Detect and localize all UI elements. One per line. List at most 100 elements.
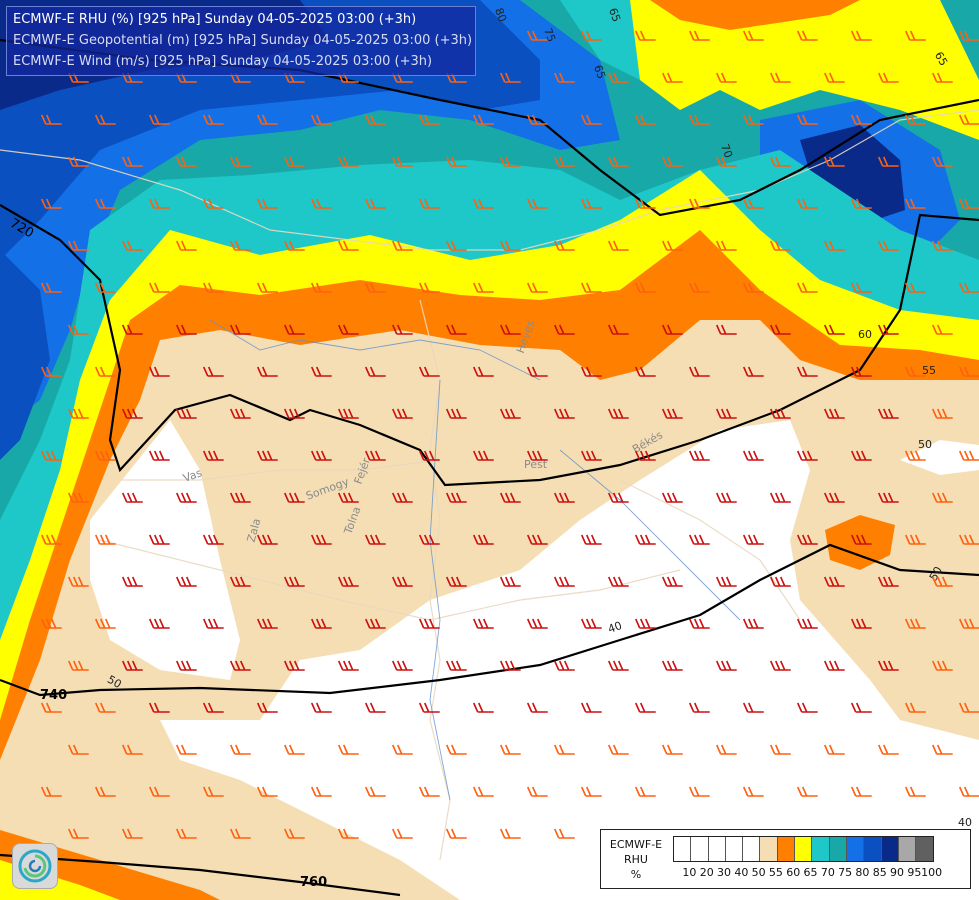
legend-tick-label: 60: [786, 866, 801, 879]
wind-barb: [67, 408, 89, 419]
wind-barb: [175, 408, 197, 419]
wind-barb: [580, 534, 602, 545]
legend-swatch: [760, 837, 778, 861]
wind-barb: [391, 240, 413, 251]
legend-title-line: RHU: [624, 853, 648, 866]
wind-barb: [283, 744, 305, 755]
wind-barb: [364, 198, 386, 209]
legend-swatch: [846, 837, 865, 861]
legend-swatch: [829, 837, 847, 861]
legend-tick-label: 40: [734, 866, 749, 879]
wind-barb: [256, 198, 278, 209]
wind-barb: [391, 408, 413, 419]
wind-barb: [499, 492, 521, 503]
wind-barb: [418, 786, 440, 797]
geopotential-label-760: 760: [300, 875, 327, 890]
wind-barb: [418, 450, 440, 461]
wind-barb: [958, 198, 979, 209]
wind-barb: [445, 492, 467, 503]
legend-swatch: [898, 837, 917, 861]
wind-barb: [256, 366, 278, 377]
wind-barb: [877, 156, 899, 167]
wind-barb: [904, 30, 926, 41]
ecmwf-swirl-icon: [12, 843, 58, 889]
wind-barb: [472, 198, 494, 209]
wind-barb: [310, 366, 332, 377]
wind-barb: [931, 660, 953, 671]
wind-barb: [472, 450, 494, 461]
wind-barb: [769, 408, 791, 419]
wind-barb: [850, 282, 872, 293]
legend-tick-label: 55: [768, 866, 783, 879]
wind-barb: [607, 408, 629, 419]
wind-barb: [94, 450, 116, 461]
wind-barb: [742, 450, 764, 461]
wind-barb: [283, 660, 305, 671]
wind-barb: [472, 618, 494, 629]
wind-barb: [904, 534, 926, 545]
wind-barb: [40, 450, 62, 461]
wind-barb: [823, 408, 845, 419]
wind-barb: [472, 786, 494, 797]
wind-barb: [445, 744, 467, 755]
wind-barb: [148, 282, 170, 293]
wind-barb: [175, 156, 197, 167]
wind-barb: [958, 450, 979, 461]
wind-barb: [418, 198, 440, 209]
wind-barb: [823, 576, 845, 587]
rhu-contour-labels: 80 75 65 65 70 60 55 50 50 40 40 50 65: [105, 6, 972, 829]
wind-barb: [472, 282, 494, 293]
wind-barb: [796, 282, 818, 293]
wind-barb: [877, 492, 899, 503]
wind-barb: [688, 366, 710, 377]
wind-barb: [175, 660, 197, 671]
wind-barb: [823, 72, 845, 83]
wind-barb: [769, 660, 791, 671]
wind-barb: [634, 198, 656, 209]
wind-barb: [607, 576, 629, 587]
wind-barb: [607, 156, 629, 167]
wind-barb: [121, 324, 143, 335]
wind-barb: [796, 786, 818, 797]
wind-barb: [904, 366, 926, 377]
wind-barb: [958, 702, 979, 713]
wind-barb: [634, 786, 656, 797]
wind-barb: [67, 744, 89, 755]
legend-title: ECMWF-E RHU %: [605, 837, 667, 882]
wind-barb: [580, 618, 602, 629]
wind-barb: [715, 156, 737, 167]
wind-barb: [634, 702, 656, 713]
legend-swatch: [916, 837, 934, 861]
wind-barb: [67, 828, 89, 839]
wind-barb: [634, 450, 656, 461]
wind-barb: [499, 744, 521, 755]
wind-barb: [850, 534, 872, 545]
wind-barb: [229, 240, 251, 251]
wind-barb: [418, 282, 440, 293]
wind-barb: [391, 576, 413, 587]
wind-barb: [607, 492, 629, 503]
rhu-label: 65: [591, 63, 608, 81]
rhu-label: 65: [606, 6, 623, 24]
wind-barb: [364, 114, 386, 125]
wind-barb: [553, 576, 575, 587]
wind-barb: [391, 156, 413, 167]
legend-tick-label: 100: [921, 866, 943, 879]
wind-barb: [499, 660, 521, 671]
wind-barb: [283, 156, 305, 167]
wind-barb: [148, 114, 170, 125]
wind-barb: [715, 408, 737, 419]
wind-barb: [121, 576, 143, 587]
wind-barb: [40, 282, 62, 293]
wind-barb: [715, 576, 737, 587]
wind-barb: [472, 114, 494, 125]
wind-barb: [877, 660, 899, 671]
wind-barb: [850, 450, 872, 461]
wind-barb: [877, 576, 899, 587]
wind-title: ECMWF-E Wind (m/s) [925 hPa] Sunday 04-0…: [13, 54, 433, 69]
wind-barb: [364, 786, 386, 797]
wind-barb: [742, 534, 764, 545]
wind-barb: [337, 408, 359, 419]
wind-barb: [364, 282, 386, 293]
legend-tick-label: 10: [682, 866, 697, 879]
